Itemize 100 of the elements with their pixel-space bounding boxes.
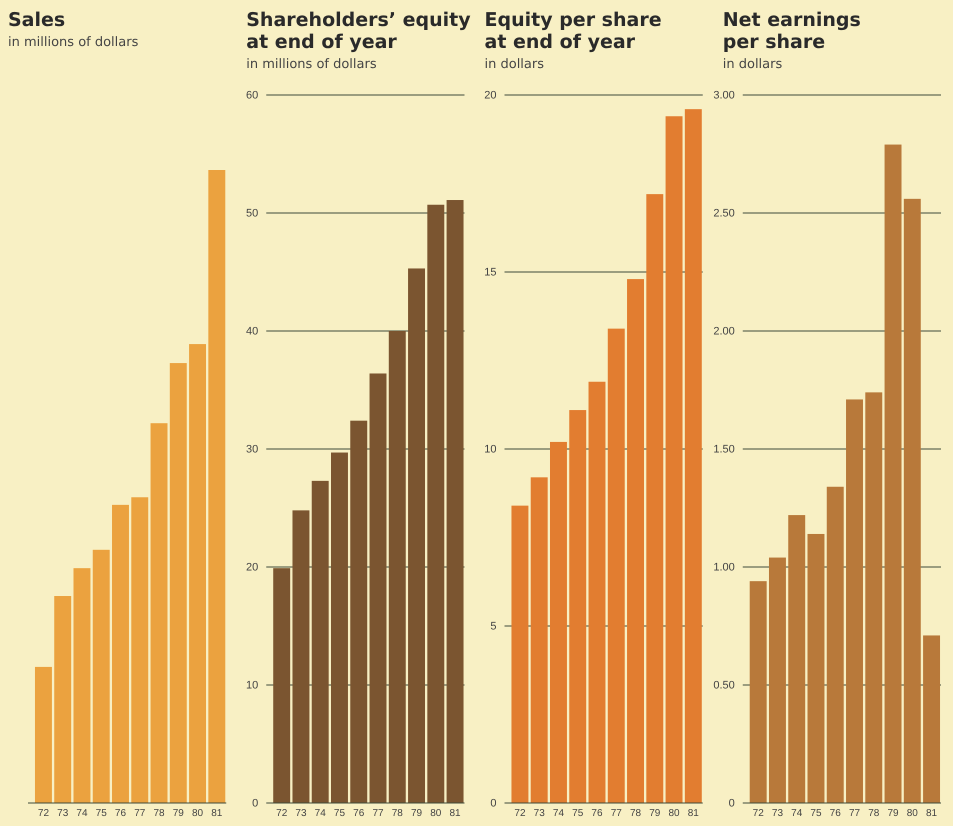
x-tick-label: 72 [38,808,50,820]
x-tick-label: 76 [591,808,603,820]
y-tick-label: 50 [246,208,258,220]
chart-subtitle: in dollars [484,57,544,72]
y-tick-label: 0.50 [713,680,735,692]
bar [666,116,683,803]
bar [189,344,206,803]
y-tick-label: 30 [246,444,258,456]
y-tick-label: 0 [490,798,496,810]
x-tick-label: 74 [314,808,326,820]
bar [150,423,168,803]
chart-title: Shareholders’ equity at end of year [246,9,472,53]
y-tick-label: 20 [246,562,258,574]
bar [569,410,586,803]
bar [923,635,940,803]
x-tick-label: 74 [76,808,88,820]
bar [808,534,824,803]
bar [350,420,368,803]
x-tick-label: 78 [630,808,642,820]
bar [388,331,406,803]
chart-subtitle: in millions of dollars [8,35,139,50]
bar [273,568,290,803]
bar [446,200,464,803]
bar [750,581,767,803]
bar [846,399,863,803]
y-tick-label: 2.50 [713,208,735,220]
x-tick-label: 75 [334,808,346,820]
chart-subtitle: in millions of dollars [246,57,377,72]
chart-title: Equity per share at end of year [484,9,662,53]
bar [34,666,52,803]
x-tick-label: 76 [353,808,365,820]
x-tick-label: 75 [572,808,584,820]
x-tick-label: 81 [926,808,938,820]
x-tick-label: 76 [114,808,126,820]
bar [530,477,548,803]
bar [331,452,348,803]
bar [54,596,72,803]
x-tick-label: 73 [295,808,307,820]
x-tick-label: 80 [668,808,680,820]
bar [865,392,882,803]
x-tick-label: 76 [830,808,842,820]
y-tick-label: 5 [490,620,496,633]
bar [73,568,90,803]
y-tick-label: 2.00 [713,326,735,338]
bar [170,363,187,803]
y-tick-label: 10 [484,444,496,456]
x-tick-label: 77 [372,808,384,820]
x-tick-label: 75 [96,808,108,820]
bar [627,279,644,803]
x-tick-label: 78 [153,808,166,820]
x-tick-label: 79 [410,808,423,820]
chart-subtitle: in dollars [722,57,782,72]
bar [826,486,844,803]
bar [511,506,528,803]
y-tick-label: 40 [246,326,258,338]
x-tick-label: 81 [450,808,462,820]
y-tick-label: 20 [484,90,496,102]
bar [370,373,386,803]
chart-title: Net earnings per share [722,9,861,53]
bar [208,170,226,803]
x-tick-label: 78 [868,808,880,820]
y-tick-label: 1.50 [713,444,735,456]
x-tick-label: 77 [134,808,146,820]
y-tick-label: 60 [246,90,258,102]
x-tick-label: 73 [57,808,69,820]
bar [427,204,444,803]
bar [312,480,329,803]
bar [768,558,786,803]
y-tick-label: 1.00 [713,562,735,574]
bar [292,510,310,803]
chart-title: Sales [8,9,66,31]
x-tick-label: 79 [172,808,184,820]
y-tick-label: 10 [246,680,258,692]
bar [646,194,664,803]
y-tick-label: 15 [484,266,496,279]
x-tick-label: 72 [514,808,526,820]
x-tick-label: 74 [791,808,803,820]
x-tick-label: 79 [887,808,900,820]
x-tick-label: 81 [211,808,223,820]
x-tick-label: 75 [810,808,822,820]
x-tick-label: 80 [430,808,442,820]
x-tick-label: 80 [906,808,918,820]
x-tick-label: 81 [688,808,700,820]
bar [788,515,806,803]
x-tick-label: 77 [610,808,622,820]
bar [408,268,426,803]
bar [131,497,148,803]
x-tick-label: 73 [534,808,546,820]
bar [684,109,702,803]
bar [588,382,606,803]
x-tick-label: 74 [552,808,564,820]
x-tick-label: 78 [392,808,404,820]
x-tick-label: 72 [276,808,288,820]
bar [550,442,567,803]
y-tick-label: 0 [252,798,258,810]
x-tick-label: 80 [192,808,204,820]
y-tick-label: 0 [728,798,735,810]
x-tick-label: 77 [848,808,861,820]
bar [884,144,902,803]
x-tick-label: 79 [649,808,661,820]
